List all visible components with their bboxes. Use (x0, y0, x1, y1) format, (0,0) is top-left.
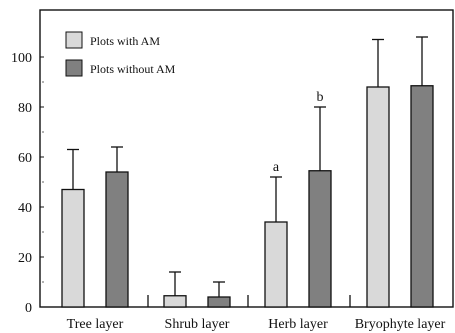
y-tick-label: 60 (18, 151, 32, 166)
y-tick-label: 20 (18, 251, 32, 266)
legend-swatch (65, 59, 83, 77)
x-axis: Tree layer Shrub layer Herb layer Bryophyte… (67, 295, 446, 332)
y-tick-label: 0 (25, 301, 32, 316)
legend-swatch (65, 31, 83, 49)
bar-with-am (163, 295, 187, 308)
legend: Plots with AM Plots without AM (65, 31, 176, 77)
legend-label: Plots with AM (90, 34, 160, 48)
y-tick-label: 80 (18, 101, 32, 116)
error-bars (67, 36, 428, 297)
bar-without-am (410, 85, 434, 308)
legend-label: Plots without AM (90, 62, 176, 76)
bar-without-am (207, 296, 231, 308)
x-category-label: Tree layer (67, 317, 124, 332)
bar-with-am (61, 188, 85, 308)
bar-without-am (105, 171, 129, 308)
bars (61, 85, 434, 308)
significance-labels: ab (273, 90, 324, 175)
y-tick-label: 100 (11, 51, 32, 66)
bar-with-am (264, 221, 288, 308)
bar-with-am (366, 86, 390, 308)
plot-frame (39, 9, 454, 308)
y-axis: 0 20 40 60 80 100 (11, 51, 44, 316)
significance-label: a (273, 160, 280, 175)
x-category-label: Shrub layer (165, 317, 230, 332)
x-category-label: Herb layer (268, 317, 328, 332)
significance-label: b (317, 90, 324, 105)
bar-without-am (308, 170, 332, 308)
x-category-label: Bryophyte layer (355, 317, 446, 332)
y-tick-label: 40 (18, 201, 32, 216)
